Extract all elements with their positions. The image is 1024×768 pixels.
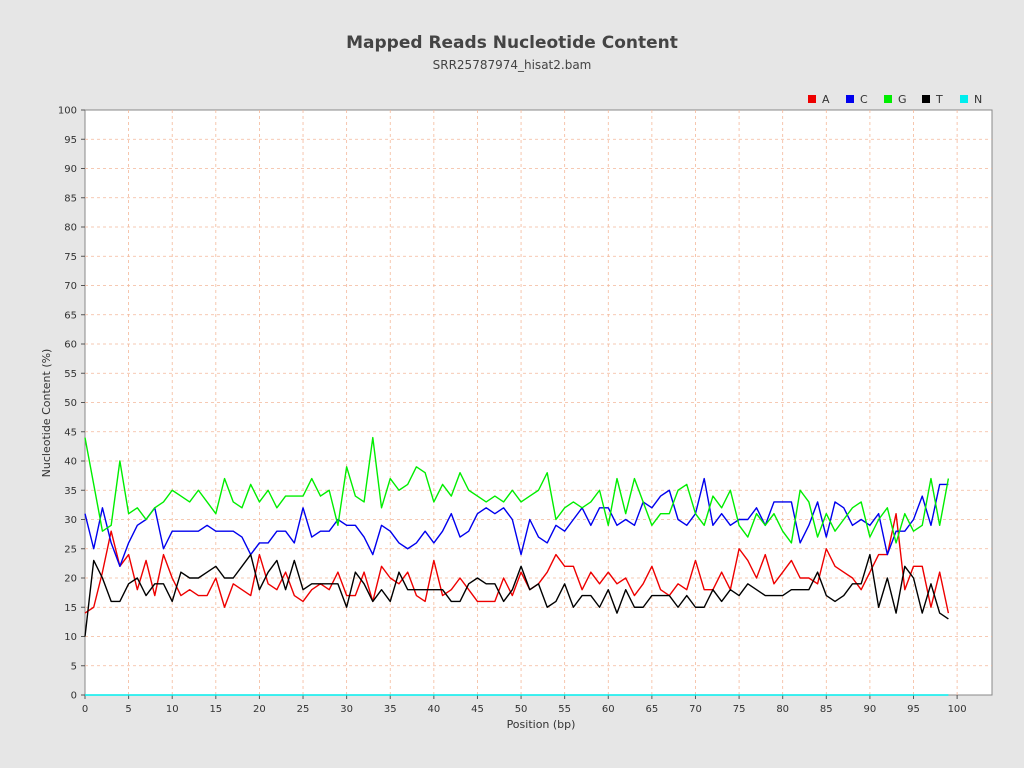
legend-label-t: T [935,93,943,106]
y-tick-label: 65 [64,310,77,321]
x-tick-label: 10 [166,704,179,715]
x-tick-label: 20 [253,704,266,715]
legend-swatch-c [846,95,854,103]
grid-lines [85,110,992,695]
y-tick-label: 50 [64,398,77,409]
y-tick-label: 55 [64,369,77,380]
x-tick-label: 5 [125,704,131,715]
legend-swatch-n [960,95,968,103]
x-tick-label: 40 [427,704,440,715]
series-lines [84,436,950,696]
x-tick-label: 80 [776,704,789,715]
y-tick-label: 70 [64,281,77,292]
y-tick-label: 30 [64,515,77,526]
x-tick-label: 95 [907,704,920,715]
x-tick-label: 35 [384,704,397,715]
x-tick-label: 45 [471,704,484,715]
legend-label-g: G [898,93,907,106]
y-tick-label: 75 [64,252,77,263]
series-line-g [84,436,950,544]
x-tick-label: 60 [602,704,615,715]
y-tick-label: 80 [64,223,77,234]
chart-title: Mapped Reads Nucleotide Content [346,33,678,53]
axes: 0510152025303540455055606570758085909510… [58,106,967,716]
series-line-t [84,553,949,637]
legend-label-c: C [860,93,868,106]
y-tick-label: 95 [64,135,77,146]
legend-swatch-t [922,95,930,103]
y-tick-label: 100 [58,106,77,117]
x-tick-label: 15 [209,704,222,715]
y-tick-label: 25 [64,544,77,555]
y-tick-label: 60 [64,340,77,351]
x-tick-label: 85 [820,704,833,715]
x-tick-label: 75 [733,704,746,715]
x-tick-label: 65 [646,704,659,715]
x-tick-label: 70 [689,704,702,715]
y-tick-label: 10 [64,632,77,643]
legend-swatch-a [808,95,816,103]
y-tick-label: 20 [64,574,77,585]
legend-label-a: A [822,93,830,106]
y-tick-label: 40 [64,457,77,468]
legend-label-n: N [974,93,982,106]
y-tick-label: 5 [71,661,77,672]
y-tick-label: 15 [64,603,77,614]
y-axis-label: Nucleotide Content (%) [40,349,53,478]
series-line-c [84,477,949,567]
x-tick-label: 50 [515,704,528,715]
chart-subtitle: SRR25787974_hisat2.bam [433,58,592,72]
x-tick-label: 90 [864,704,877,715]
x-tick-label: 0 [82,704,88,715]
x-tick-label: 100 [948,704,967,715]
series-line-a [84,512,950,614]
y-tick-label: 90 [64,164,77,175]
x-tick-label: 55 [558,704,571,715]
y-tick-label: 85 [64,193,77,204]
y-tick-label: 35 [64,486,77,497]
y-tick-label: 45 [64,427,77,438]
x-axis-label: Position (bp) [507,718,576,731]
x-tick-label: 30 [340,704,353,715]
legend-swatch-g [884,95,892,103]
y-tick-label: 0 [71,691,77,702]
x-tick-label: 25 [297,704,310,715]
